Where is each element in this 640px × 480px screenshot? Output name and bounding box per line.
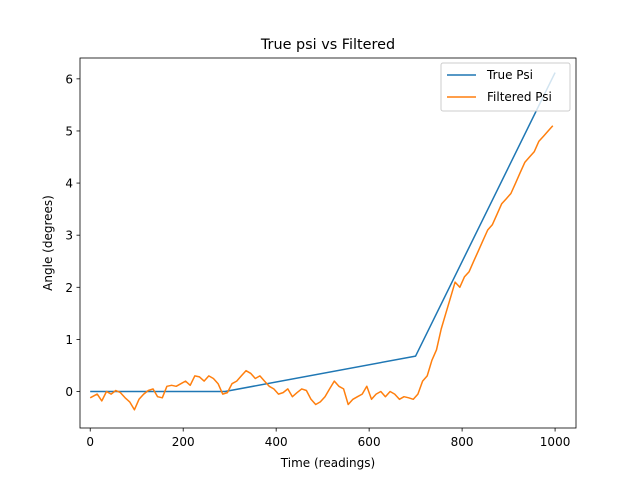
x-tick-label: 0 — [86, 435, 94, 449]
plot-area — [80, 58, 576, 428]
series-line-filtered-psi — [89, 125, 554, 411]
axes-layer: 0 200 400 600 800 1000 0 1 2 3 4 5 6 — [65, 72, 570, 449]
x-tick-label: 600 — [358, 435, 381, 449]
x-tick-label: 1000 — [540, 435, 571, 449]
series-layer — [89, 72, 556, 411]
y-tick-label: 2 — [65, 281, 73, 295]
y-tick-label: 5 — [65, 124, 73, 138]
plot-frame — [79, 57, 577, 429]
x-axis-label: Time (readings) — [280, 456, 375, 470]
y-axis-label: Angle (degrees) — [41, 195, 55, 291]
y-tick-label: 6 — [65, 72, 73, 86]
legend: True Psi Filtered Psi — [440, 62, 571, 112]
y-tick-label: 0 — [65, 385, 73, 399]
x-tick-label: 400 — [265, 435, 288, 449]
x-tick-label: 200 — [172, 435, 195, 449]
legend-label-filtered-psi: Filtered Psi — [487, 90, 552, 104]
legend-label-true-psi: True Psi — [486, 68, 533, 82]
y-tick-label: 3 — [65, 229, 73, 243]
y-tick-label: 4 — [65, 177, 73, 191]
chart-title: True psi vs Filtered — [260, 37, 395, 53]
x-tick-label: 800 — [451, 435, 474, 449]
y-tick-label: 1 — [65, 333, 73, 347]
series-line-true-psi — [90, 72, 556, 393]
